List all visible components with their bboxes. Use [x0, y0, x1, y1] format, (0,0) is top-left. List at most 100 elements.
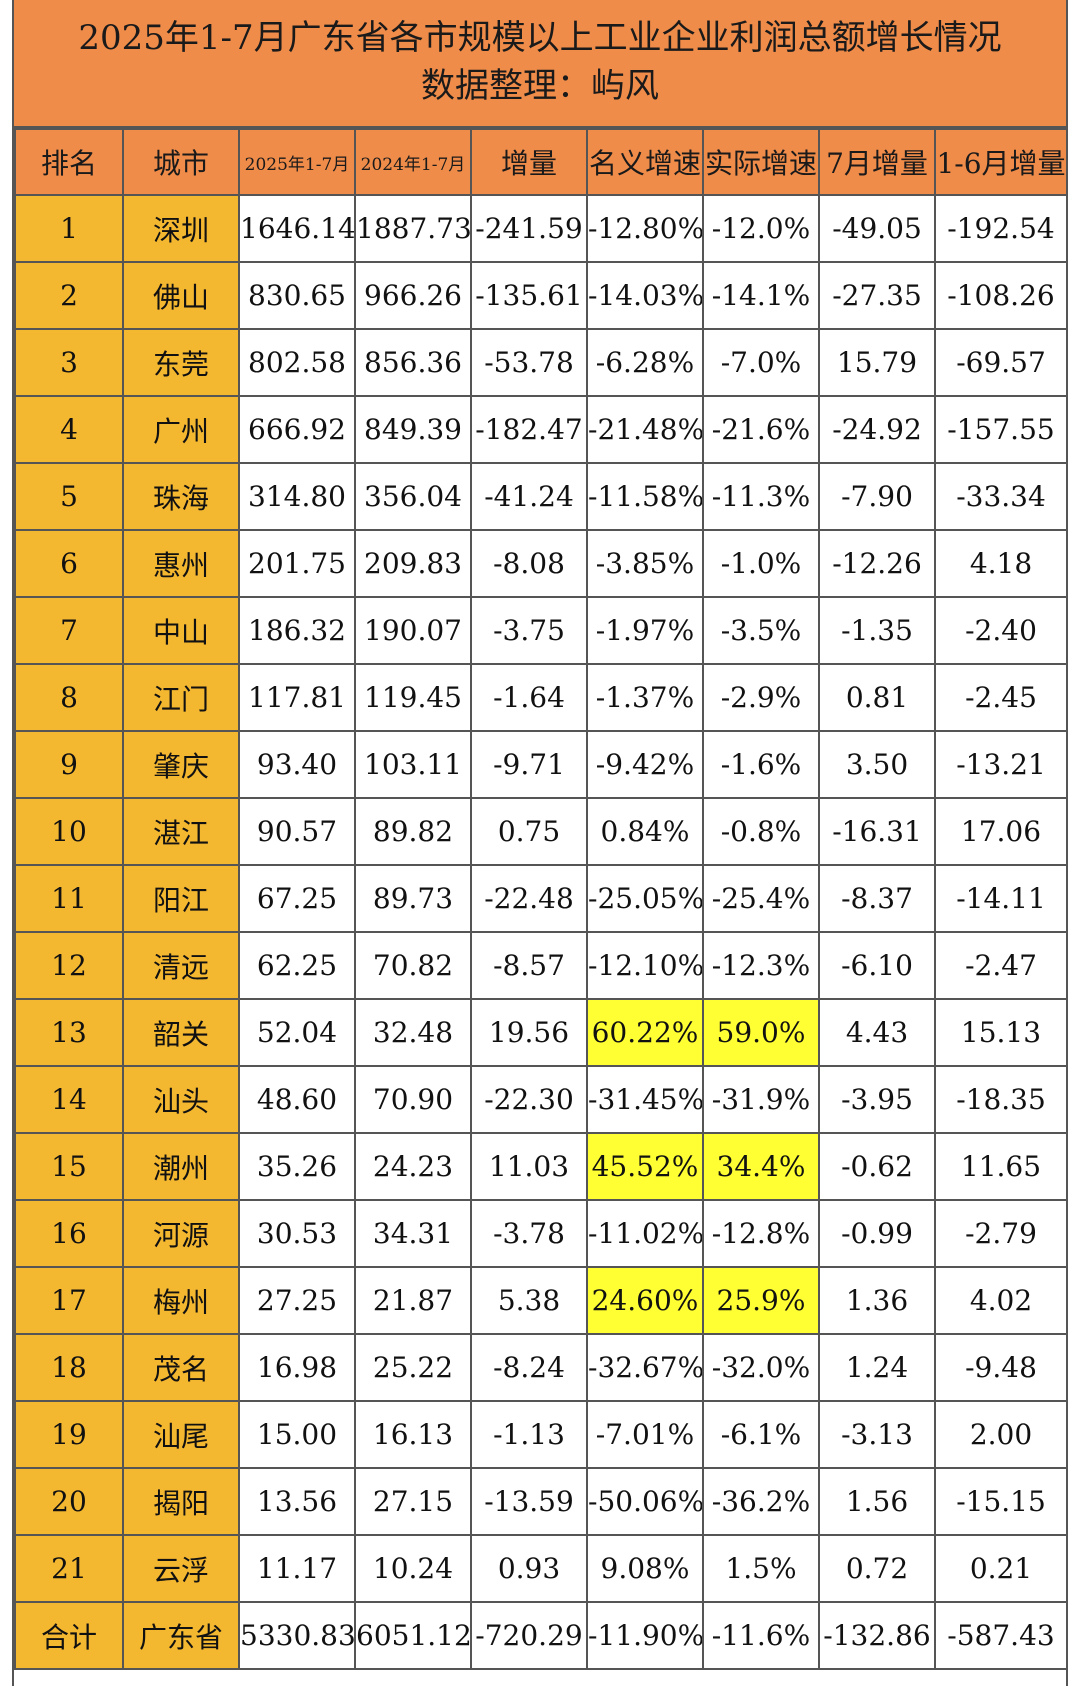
value-2025-cell: 90.57 [238, 797, 356, 866]
h1-increase-cell: 17.06 [934, 797, 1068, 866]
july-increase-cell: -16.31 [818, 797, 936, 866]
increase-cell: -1.13 [470, 1400, 588, 1469]
header-2025: 2025年1-7月 [238, 128, 356, 196]
h1-increase-cell: -18.35 [934, 1065, 1068, 1134]
rank-cell: 6 [14, 529, 124, 598]
real-growth-cell: -32.0% [702, 1333, 820, 1402]
value-2024-cell: 119.45 [354, 663, 472, 732]
header-2024: 2024年1-7月 [354, 128, 472, 196]
value-2025-cell: 186.32 [238, 596, 356, 665]
table-row: 2 佛山 830.65 966.26 -135.61 -14.03% -14.1% -27.3… [14, 261, 1068, 330]
h1-increase-cell: -33.34 [934, 462, 1068, 531]
rank-cell: 18 [14, 1333, 124, 1402]
real-growth-cell: -12.3% [702, 931, 820, 1000]
value-2025-cell: 48.60 [238, 1065, 356, 1134]
value-2025-cell: 93.40 [238, 730, 356, 799]
city-cell: 揭阳 [122, 1467, 240, 1536]
rank-cell: 合计 [14, 1601, 124, 1670]
rank-cell: 21 [14, 1534, 124, 1603]
table-row: 18 茂名 16.98 25.22 -8.24 -32.67% -32.0% 1.24 -9.4… [14, 1333, 1068, 1402]
city-cell: 肇庆 [122, 730, 240, 799]
value-2024-cell: 16.13 [354, 1400, 472, 1469]
value-2024-cell: 34.31 [354, 1199, 472, 1268]
table-row: 9 肇庆 93.40 103.11 -9.71 -9.42% -1.6% 3.50 -13.21 [14, 730, 1068, 799]
increase-cell: -41.24 [470, 462, 588, 531]
rank-cell: 15 [14, 1132, 124, 1201]
city-cell: 云浮 [122, 1534, 240, 1603]
h1-increase-cell: 4.02 [934, 1266, 1068, 1335]
july-increase-cell: -3.95 [818, 1065, 936, 1134]
rank-cell: 10 [14, 797, 124, 866]
real-growth-cell: -1.0% [702, 529, 820, 598]
nominal-growth-cell: -21.48% [586, 395, 704, 464]
table-row: 12 清远 62.25 70.82 -8.57 -12.10% -12.3% -6.10 -2.… [14, 931, 1068, 1000]
value-2024-cell: 356.04 [354, 462, 472, 531]
increase-cell: 0.93 [470, 1534, 588, 1603]
value-2024-cell: 27.15 [354, 1467, 472, 1536]
increase-cell: 0.75 [470, 797, 588, 866]
table-row: 8 江门 117.81 119.45 -1.64 -1.37% -2.9% 0.81 -2.45 [14, 663, 1068, 732]
value-2025-cell: 16.98 [238, 1333, 356, 1402]
rank-cell: 3 [14, 328, 124, 397]
value-2024-cell: 10.24 [354, 1534, 472, 1603]
rank-cell: 13 [14, 998, 124, 1067]
real-growth-cell: -11.6% [702, 1601, 820, 1670]
july-increase-cell: -1.35 [818, 596, 936, 665]
july-increase-cell: -8.37 [818, 864, 936, 933]
value-2024-cell: 70.90 [354, 1065, 472, 1134]
city-cell: 深圳 [122, 194, 240, 263]
city-cell: 江门 [122, 663, 240, 732]
rank-cell: 16 [14, 1199, 124, 1268]
increase-cell: 5.38 [470, 1266, 588, 1335]
city-cell: 清远 [122, 931, 240, 1000]
july-increase-cell: 1.56 [818, 1467, 936, 1536]
value-2024-cell: 24.23 [354, 1132, 472, 1201]
h1-increase-cell: -13.21 [934, 730, 1068, 799]
rank-cell: 5 [14, 462, 124, 531]
table-row: 14 汕头 48.60 70.90 -22.30 -31.45% -31.9% -3.95 -1… [14, 1065, 1068, 1134]
rank-cell: 17 [14, 1266, 124, 1335]
table-row: 6 惠州 201.75 209.83 -8.08 -3.85% -1.0% -12.26 4.1… [14, 529, 1068, 598]
h1-increase-cell: 15.13 [934, 998, 1068, 1067]
value-2025-cell: 13.56 [238, 1467, 356, 1536]
city-cell: 惠州 [122, 529, 240, 598]
rank-cell: 20 [14, 1467, 124, 1536]
h1-increase-cell: -15.15 [934, 1467, 1068, 1536]
city-cell: 东莞 [122, 328, 240, 397]
rank-cell: 2 [14, 261, 124, 330]
nominal-growth-cell: 60.22% [586, 998, 704, 1067]
increase-cell: -9.71 [470, 730, 588, 799]
h1-increase-cell: 2.00 [934, 1400, 1068, 1469]
nominal-growth-cell: -31.45% [586, 1065, 704, 1134]
real-growth-cell: -25.4% [702, 864, 820, 933]
h1-increase-cell: -2.45 [934, 663, 1068, 732]
table-row: 11 阳江 67.25 89.73 -22.48 -25.05% -25.4% -8.37 -1… [14, 864, 1068, 933]
h1-increase-cell: -69.57 [934, 328, 1068, 397]
city-cell: 梅州 [122, 1266, 240, 1335]
real-growth-cell: -11.3% [702, 462, 820, 531]
city-cell: 湛江 [122, 797, 240, 866]
value-2024-cell: 89.73 [354, 864, 472, 933]
table-row: 13 韶关 52.04 32.48 19.56 60.22% 59.0% 4.43 15.13 [14, 998, 1068, 1067]
city-cell: 中山 [122, 596, 240, 665]
city-cell: 韶关 [122, 998, 240, 1067]
page-subtitle: 数据整理：屿风 [421, 66, 659, 106]
nominal-growth-cell: -1.97% [586, 596, 704, 665]
nominal-growth-cell: -14.03% [586, 261, 704, 330]
value-2024-cell: 1887.73 [354, 194, 472, 263]
real-growth-cell: -7.0% [702, 328, 820, 397]
real-growth-cell: 34.4% [702, 1132, 820, 1201]
h1-increase-cell: -192.54 [934, 194, 1068, 263]
table-row: 15 潮州 35.26 24.23 11.03 45.52% 34.4% -0.62 11.65 [14, 1132, 1068, 1201]
rank-cell: 8 [14, 663, 124, 732]
july-increase-cell: 0.72 [818, 1534, 936, 1603]
real-growth-cell: -12.8% [702, 1199, 820, 1268]
value-2024-cell: 209.83 [354, 529, 472, 598]
table-sheet: 2025年1-7月广东省各市规模以上工业企业利润总额增长情况 数据整理：屿风 排… [12, 0, 1068, 1686]
july-increase-cell: 15.79 [818, 328, 936, 397]
h1-increase-cell: -157.55 [934, 395, 1068, 464]
header-nominal-growth: 名义增速 [586, 128, 704, 196]
real-growth-cell: -36.2% [702, 1467, 820, 1536]
h1-increase-cell: 11.65 [934, 1132, 1068, 1201]
table-row: 10 湛江 90.57 89.82 0.75 0.84% -0.8% -16.31 17.06 [14, 797, 1068, 866]
